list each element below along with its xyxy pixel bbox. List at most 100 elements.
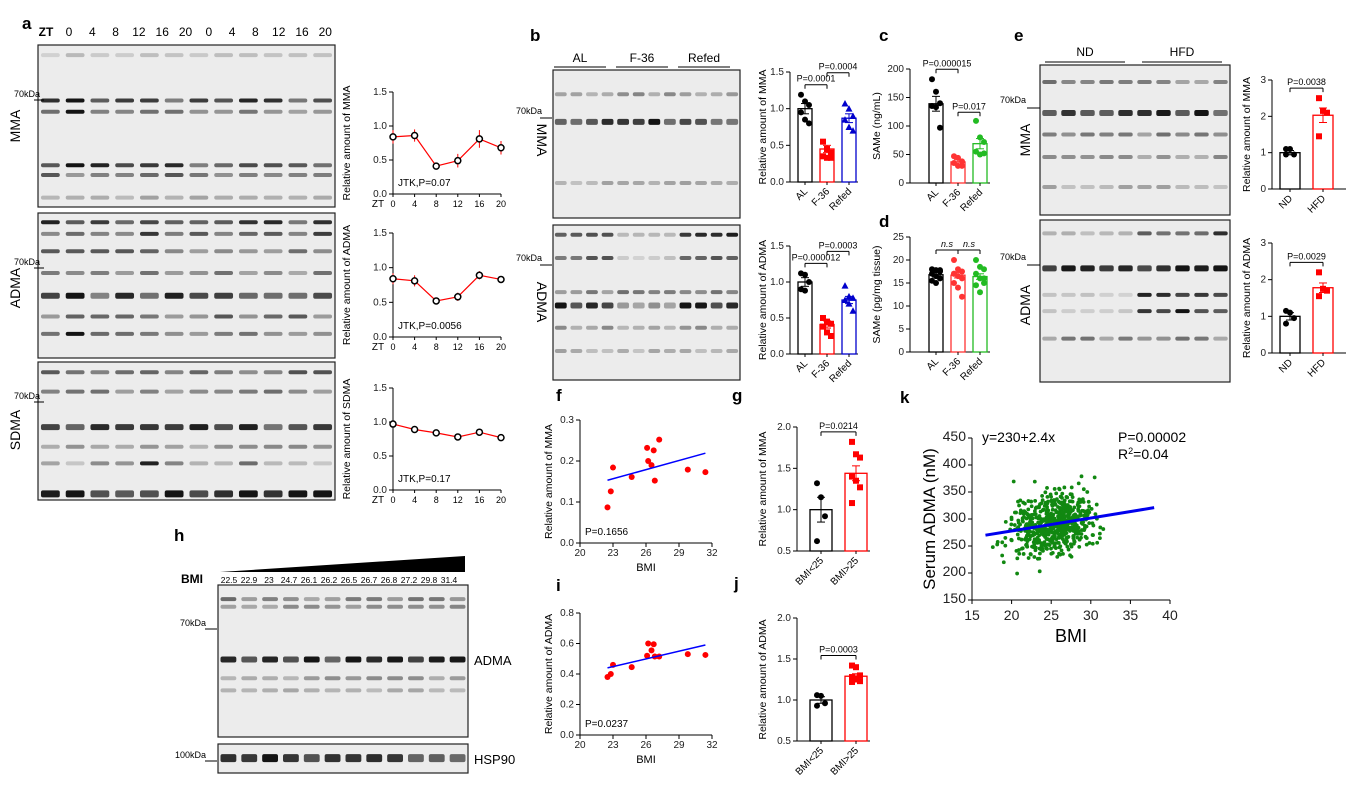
data-point [1032,555,1037,559]
protein-band [164,370,184,375]
protein-band [1194,185,1209,189]
data-point [1065,509,1070,514]
data-point [1033,539,1038,543]
protein-band [115,195,135,200]
data-point [1082,509,1087,514]
protein-band [65,109,85,114]
protein-band [345,604,362,609]
protein-band [324,597,341,602]
category-label: HFD [1306,357,1328,379]
protein-band [164,172,184,177]
data-point [1079,474,1084,479]
data-point [1015,571,1020,576]
protein-band [586,181,598,185]
y-tick-label: 100 [887,121,904,132]
y-tick-label: 0.0 [373,189,387,200]
protein-band [303,656,320,663]
data-point [497,275,505,284]
protein-band [263,389,283,394]
data-point [1029,513,1034,518]
p-value-label: P=0.0237 [585,719,629,730]
group-label: ND [1076,45,1094,59]
protein-band [189,231,209,236]
data-point [1040,526,1045,531]
protein-band [115,98,135,103]
blot-e-adma [1039,219,1231,383]
protein-band [189,444,209,449]
protein-band [241,754,258,763]
protein-band [65,461,85,466]
data-point [1091,533,1095,538]
data-point [1003,519,1008,524]
data-point [853,664,859,671]
data-point [1049,494,1053,499]
category-label: BMI<25 [794,555,827,588]
blot-frame [1039,64,1231,216]
data-point [1083,534,1088,539]
data-point [824,146,830,152]
x-tick-label: 26 [640,740,652,751]
protein-band [1156,292,1171,297]
data-point [1032,479,1037,484]
x-tick-label: 29 [673,740,685,751]
data-point [951,257,957,263]
protein-band [1080,336,1095,341]
protein-band [65,249,85,254]
data-point [1009,522,1014,527]
protein-band [263,314,283,319]
data-point [1015,556,1020,561]
y-axis-title: Relative amount of ADMA [543,614,555,734]
protein-band [139,424,159,431]
protein-band [1194,292,1209,297]
protein-band [726,118,739,125]
protein-band [313,249,333,254]
blot-frame [37,212,336,359]
data-point [1060,510,1065,515]
protein-band [1061,80,1076,84]
protein-band [40,370,60,375]
data-point [1052,544,1057,549]
jtk-annotation: JTK,P=0.17 [398,474,451,485]
regression-equation: y=230+2.4x [982,429,1055,445]
data-point [1069,499,1074,504]
data-point [1014,510,1018,515]
protein-band [1213,231,1228,236]
data-point [849,674,855,681]
data-point [806,102,812,108]
y-tick-label: 50 [893,150,905,161]
data-point [1033,498,1038,503]
data-point [849,662,855,669]
protein-band [408,597,424,602]
protein-band [40,109,60,114]
data-point [1071,534,1076,538]
protein-band [1080,110,1095,116]
blot-row-label: ADMA [1017,284,1033,325]
regression-line [607,644,706,669]
protein-band [238,444,258,449]
data-point [1079,535,1083,540]
data-point [814,480,820,487]
protein-band [726,325,739,330]
blot-h-adma [217,584,469,738]
protein-band [263,98,283,103]
zt-value: 20 [319,25,333,39]
protein-band [1156,336,1171,341]
protein-band [115,292,135,299]
data-point [1044,530,1049,535]
data-point [1024,542,1029,547]
x-tick-label: 8 [434,342,439,352]
data-point [1291,151,1297,158]
data-point [841,296,849,303]
data-point [990,545,995,550]
data-point [802,287,808,294]
protein-band [726,232,739,237]
data-point [933,280,939,286]
protein-band [632,181,645,185]
protein-band [1099,265,1114,272]
protein-band [313,220,333,225]
p-value-label: P=0.0029 [1287,251,1326,261]
protein-band [214,292,234,299]
protein-band [115,389,135,394]
blot-frame [552,69,741,219]
data-point [1053,502,1058,507]
